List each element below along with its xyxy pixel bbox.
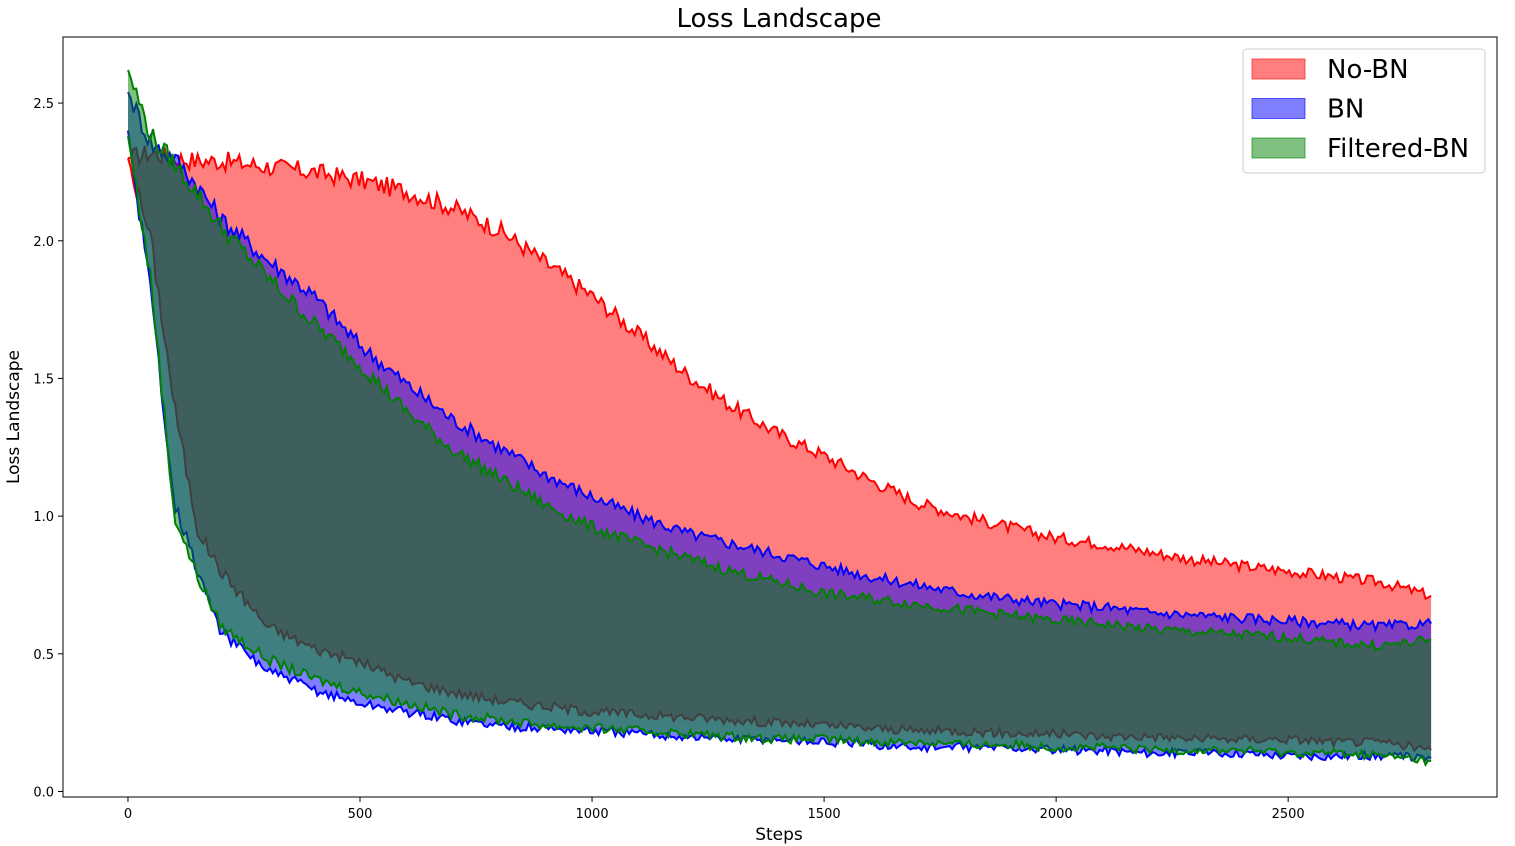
legend-label-filtered-bn: Filtered-BN <box>1327 134 1469 164</box>
legend-label-no-bn: No-BN <box>1327 55 1409 85</box>
line-lower-bn <box>127 130 1432 762</box>
chart-title: Loss Landscape <box>677 4 882 34</box>
line-upper-bn <box>127 91 1432 634</box>
plot-area <box>127 69 1432 767</box>
legend-label-bn: BN <box>1327 95 1364 125</box>
x-tick-label: 1500 <box>808 807 841 822</box>
y-tick-label: 2.0 <box>33 235 54 250</box>
y-tick-label: 0.5 <box>33 648 54 663</box>
line-upper-no-bn <box>127 145 1432 601</box>
axes-frame <box>62 36 1498 798</box>
y-tick-label: 0.0 <box>33 785 54 800</box>
y-tick-label: 1.5 <box>33 372 54 387</box>
y-tick-label: 1.0 <box>33 510 54 525</box>
legend-swatch-filtered-bn <box>1251 137 1306 159</box>
x-tick-label: 2500 <box>1272 807 1305 822</box>
line-upper-filtered-bn <box>127 69 1432 652</box>
y-tick-label: 2.5 <box>33 97 54 112</box>
x-tick-label: 1000 <box>576 807 609 822</box>
area-filtered-bn <box>128 70 1432 765</box>
legend-swatch-no-bn <box>1251 58 1306 80</box>
line-lower-filtered-bn <box>127 135 1432 767</box>
axes: 0 500 1000 1500 2000 2500 0.0 0.5 1.0 1.5 2.0 2.5 <box>33 36 1498 822</box>
legend: No-BN BN Filtered-BN <box>1242 48 1486 174</box>
x-tick-label: 0 <box>124 807 132 822</box>
x-tick-label: 500 <box>348 807 373 822</box>
legend-swatch-bn <box>1251 98 1306 119</box>
x-tick-label: 2000 <box>1040 807 1073 822</box>
x-axis-label: Steps <box>755 825 803 845</box>
y-axis-label: Loss Landscape <box>4 350 24 484</box>
